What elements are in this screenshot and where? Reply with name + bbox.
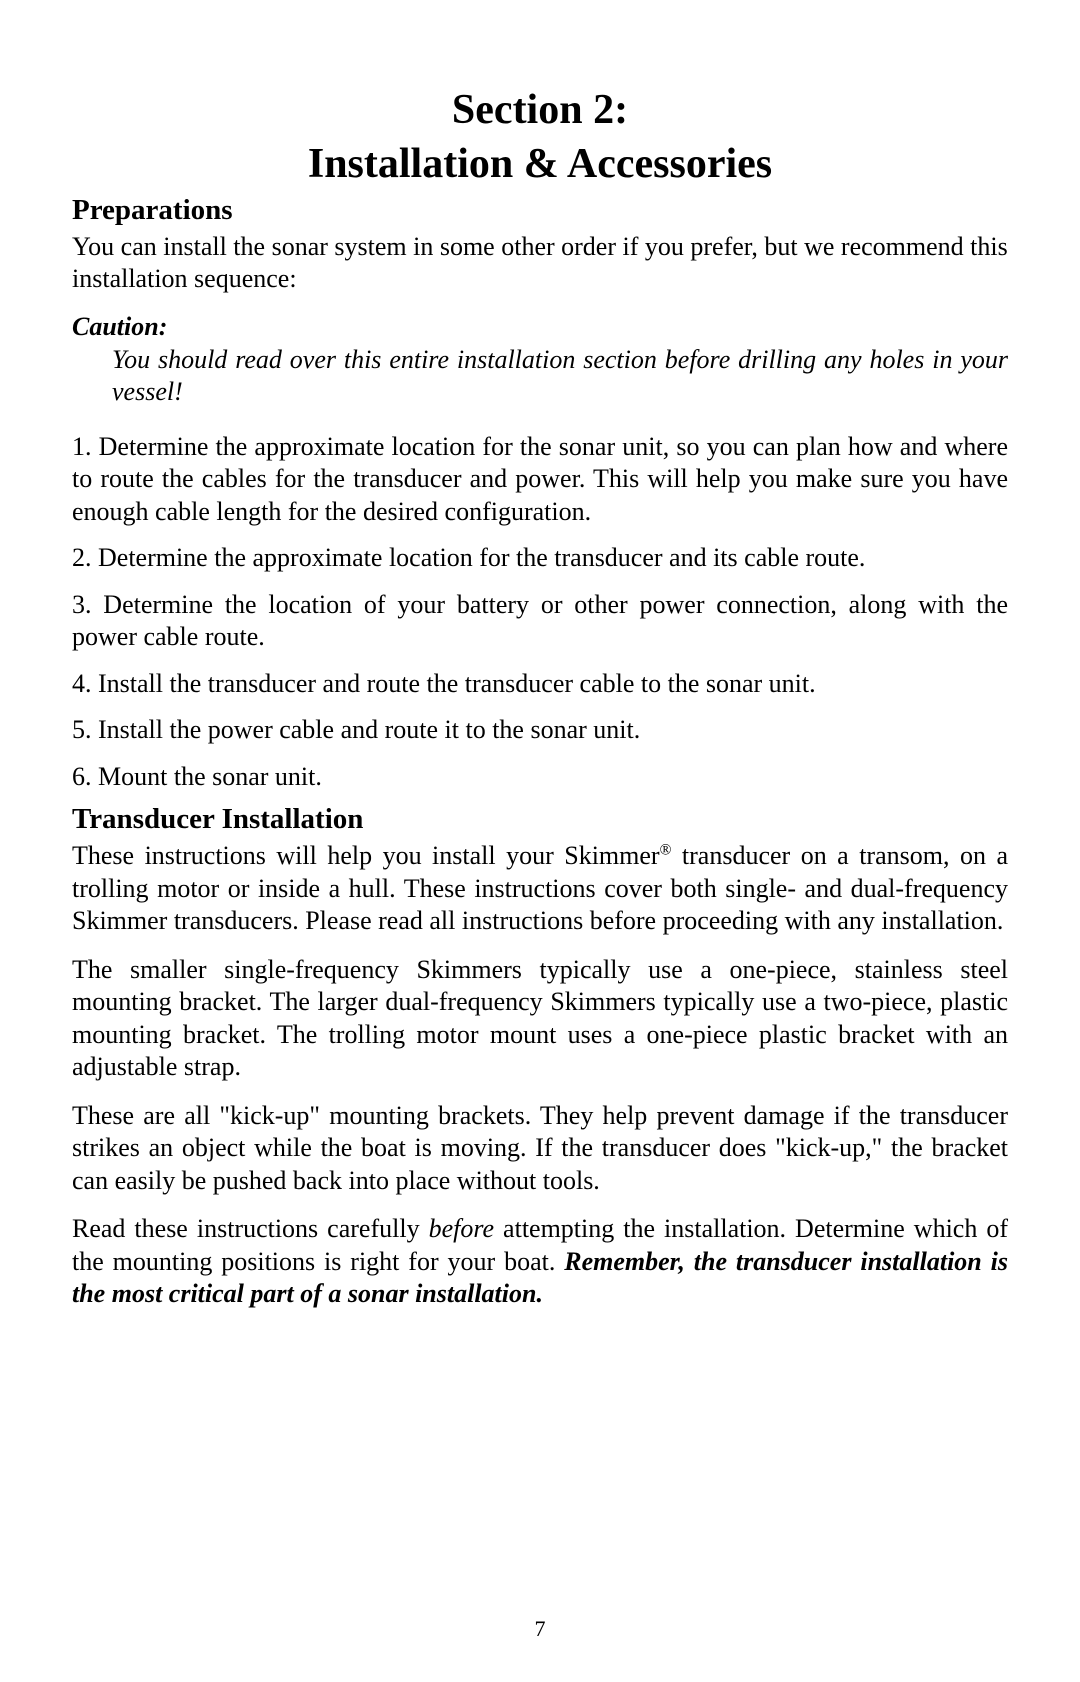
step-5: 5. Install the power cable and route it … [72, 714, 1008, 747]
document-page: Section 2: Installation & Accessories Pr… [0, 0, 1080, 1682]
transducer-p4-a: Read these instructions carefully [72, 1214, 429, 1243]
registered-icon: ® [660, 841, 672, 858]
step-6: 6. Mount the sonar unit. [72, 761, 1008, 794]
transducer-heading: Transducer Installation [72, 803, 1008, 836]
step-2: 2. Determine the approximate location fo… [72, 542, 1008, 575]
section-title: Section 2: Installation & Accessories [72, 84, 1008, 192]
transducer-p4: Read these instructions carefully before… [72, 1213, 1008, 1311]
caution-label: Caution: [72, 312, 1008, 342]
step-4: 4. Install the transducer and route the … [72, 668, 1008, 701]
transducer-p3: These are all "kick-up" mounting bracket… [72, 1100, 1008, 1198]
section-title-line-1: Section 2: [452, 87, 628, 133]
step-3: 3. Determine the location of your batter… [72, 589, 1008, 654]
section-title-line-2: Installation & Accessories [308, 141, 772, 187]
transducer-p2: The smaller single-frequency Skimmers ty… [72, 954, 1008, 1084]
page-number: 7 [0, 1616, 1080, 1642]
step-1: 1. Determine the approximate location fo… [72, 431, 1008, 529]
caution-body: You should read over this entire install… [72, 344, 1008, 409]
transducer-p1-pre: These instructions will help you install… [72, 841, 660, 870]
preparations-intro: You can install the sonar system in some… [72, 231, 1008, 296]
preparations-heading: Preparations [72, 194, 1008, 227]
transducer-p1: These instructions will help you install… [72, 840, 1008, 938]
transducer-p4-before: before [429, 1214, 494, 1243]
